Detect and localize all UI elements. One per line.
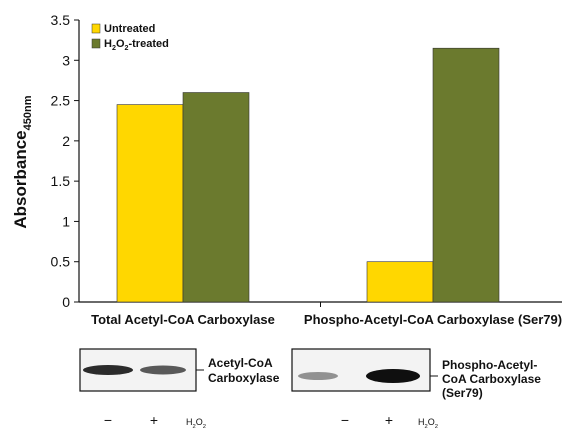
western-blot-phospho: Phospho-Acetyl-CoA Carboxylase (Ser79) − … — [291, 348, 541, 430]
x-category-label: Total Acetyl-CoA Carboxylase — [91, 312, 275, 327]
y-axis-label-sub: 450nm — [22, 95, 34, 130]
western-blot-total: Acetyl-CoA Carboxylase − + H2O2 — [79, 348, 280, 430]
y-tick-label: 2.5 — [51, 93, 71, 109]
blot-band — [140, 365, 186, 375]
y-tick-label: 0 — [62, 294, 70, 310]
legend-swatch-untreated — [91, 23, 101, 34]
y-tick-label: 0.5 — [51, 254, 71, 270]
bar-untreated-1 — [366, 261, 434, 303]
y-tick-label: 2 — [62, 133, 70, 149]
y-tick-label: 1 — [62, 213, 70, 229]
lane-label-plus: + — [150, 412, 158, 428]
y-tick-label: 3 — [62, 52, 70, 68]
treatment-label: H2O2 — [186, 417, 206, 430]
plot-area: 0 0.5 1 1.5 2 2.5 3 3.5 Total Acetyl-CoA Carboxy… — [51, 12, 563, 327]
blot-image — [291, 348, 431, 392]
treatment-label: H2O2 — [418, 417, 438, 430]
bar-treated-0 — [182, 92, 250, 303]
lane-label-minus: − — [104, 412, 112, 428]
legend: Untreated H2O2-treated — [91, 23, 169, 52]
blot-band — [83, 365, 133, 375]
blot-band — [366, 369, 420, 383]
lane-label-plus: + — [385, 412, 393, 428]
lane-label-minus: − — [341, 412, 349, 428]
y-tick-label: 1.5 — [51, 173, 71, 189]
legend-label-treated: H2O2-treated — [104, 38, 169, 52]
y-axis-label-main: Absorbance — [11, 130, 30, 228]
blot-label: Phospho-Acetyl-CoA Carboxylase (Ser79) — [442, 358, 541, 400]
legend-label-untreated: Untreated — [104, 23, 155, 35]
y-tick-label: 3.5 — [51, 12, 71, 28]
y-axis-label: Absorbance450nm — [11, 95, 34, 228]
legend-swatch-treated — [91, 38, 101, 49]
bar-treated-1 — [432, 47, 500, 303]
bar-untreated-0 — [116, 104, 184, 303]
blot-label: Acetyl-CoA Carboxylase — [208, 356, 280, 385]
blot-band — [298, 372, 338, 380]
x-category-label: Phospho-Acetyl-CoA Carboxylase (Ser79) — [304, 312, 562, 327]
